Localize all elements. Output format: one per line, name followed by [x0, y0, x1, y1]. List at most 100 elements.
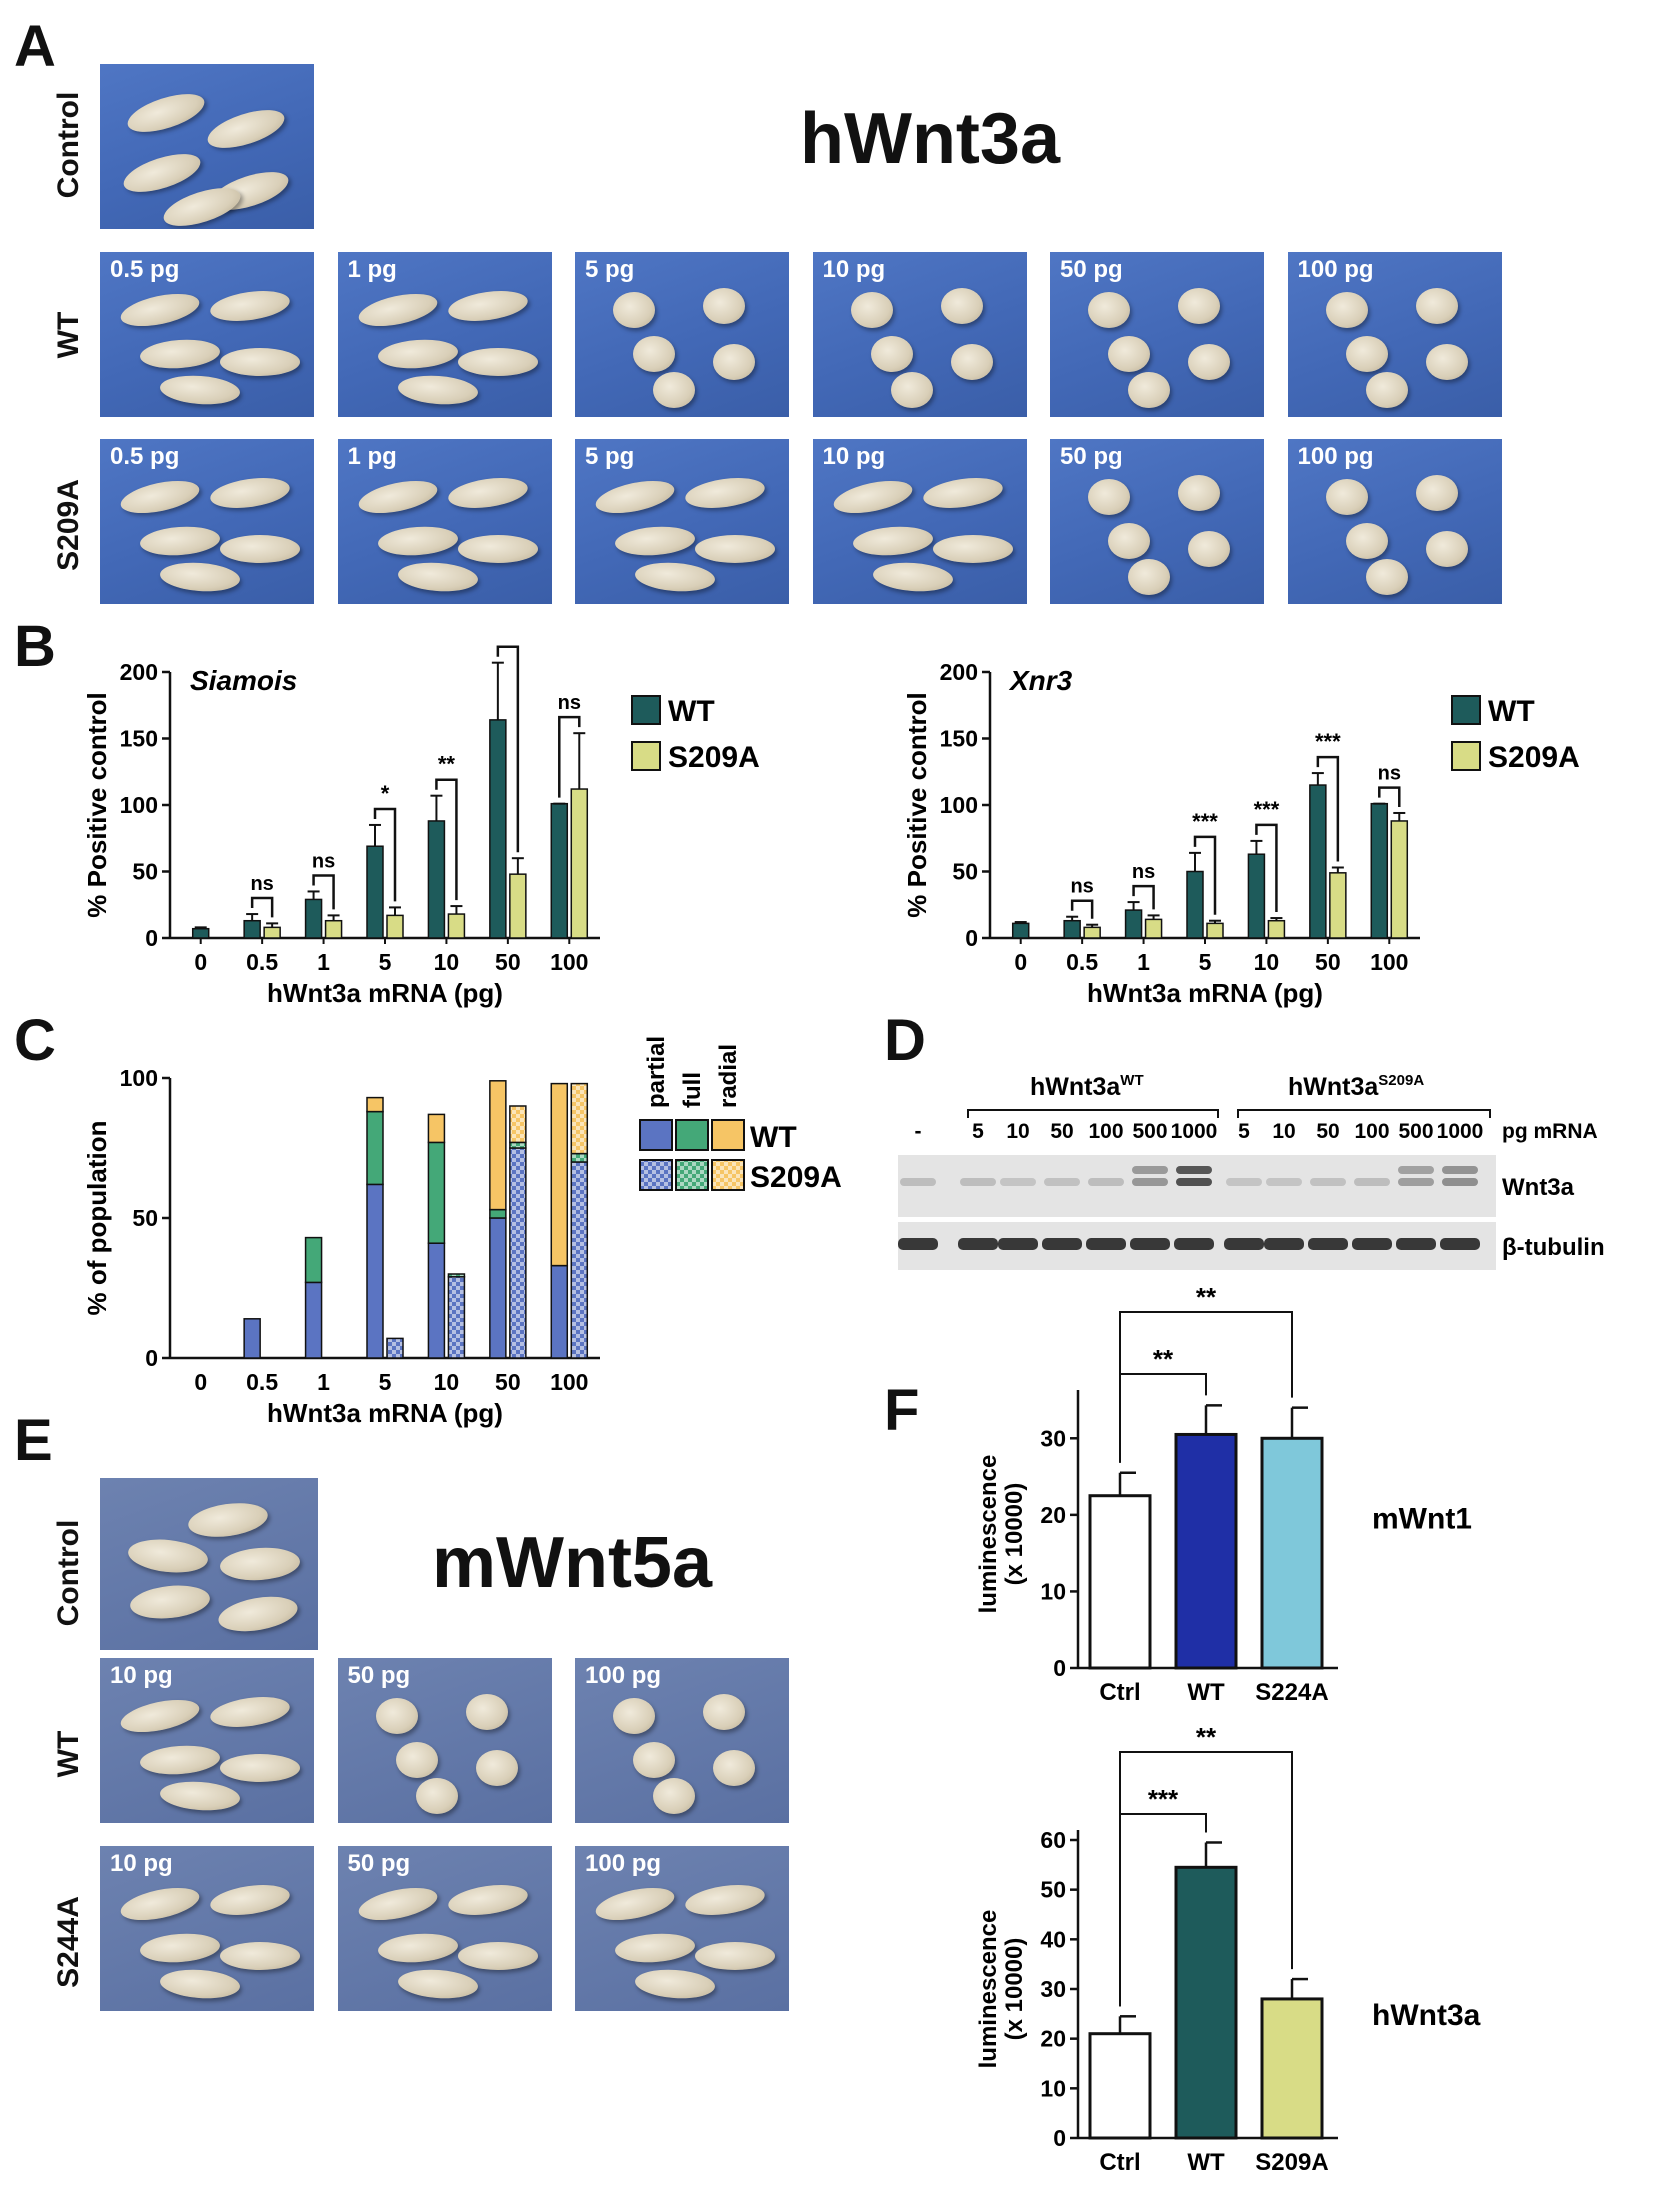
- significance-bracket: [435, 778, 458, 901]
- embryo: [1415, 475, 1458, 511]
- embryo: [376, 524, 459, 558]
- y-tick-label: 20: [1040, 1502, 1066, 1528]
- bar-wt: [1174, 1432, 1238, 1670]
- comparison-bracket: [1119, 1311, 1293, 1463]
- x-tick-label: 50: [495, 1369, 521, 1395]
- dose-label: 5 pg: [585, 256, 635, 283]
- dose-label: 50 pg: [347, 1850, 411, 1877]
- embryo: [683, 1880, 767, 1920]
- x-tick-label: 0: [194, 1369, 207, 1395]
- x-tick-label: Ctrl: [1099, 2149, 1140, 2176]
- embryo: [830, 474, 915, 520]
- comparison-label: **: [1196, 1722, 1217, 1752]
- embryo: [203, 102, 289, 156]
- embryo: [139, 337, 221, 371]
- embryo: [218, 1545, 302, 1583]
- embryo: [220, 1754, 300, 1782]
- embryo: [159, 373, 241, 407]
- blot-group2-bracket: [1237, 1109, 1491, 1118]
- legend-swatch: [631, 741, 661, 771]
- embryo: [457, 535, 538, 563]
- significance-bracket: [1070, 899, 1094, 919]
- significance-bracket: [1132, 884, 1155, 910]
- embryo: [123, 86, 209, 140]
- y-tick-label: 150: [940, 726, 978, 752]
- panel_e-photo: 100 pg: [575, 1658, 789, 1823]
- panel-a-control-label: Control: [52, 91, 85, 199]
- stacked-segment: [366, 1110, 384, 1186]
- embryo: [1178, 475, 1220, 511]
- y-axis-label: % Positive control: [902, 692, 932, 917]
- embryo: [1365, 372, 1408, 408]
- legend-row-label: S209A: [750, 1161, 842, 1194]
- comparison-label: **: [1153, 1344, 1174, 1374]
- stacked-segment: [489, 1217, 507, 1359]
- y-tick-label: 50: [132, 1205, 158, 1231]
- stacked-segment: [550, 1264, 569, 1359]
- stacked-segment: [570, 1161, 589, 1359]
- wnt3a-band-upper: [1398, 1166, 1434, 1174]
- embryo: [128, 1581, 212, 1623]
- stacked-segment: [427, 1113, 446, 1144]
- embryo: [208, 1880, 292, 1920]
- y-tick-label: 0: [1053, 2125, 1066, 2151]
- panel-a-s209a-label: S209A: [52, 479, 85, 571]
- embryo: [396, 373, 479, 407]
- panel_e-photo: 50 pg: [337, 1846, 552, 2011]
- western-blot-panel: hWnt3aWT hWnt3aS209A -5 10 50 100 500 1000 5 10…: [898, 1072, 1605, 1270]
- wnt3a-band-upper: [1442, 1166, 1478, 1174]
- y-tick-label: 0: [1053, 1655, 1066, 1681]
- panel_a-photo: 0.5 pg: [100, 252, 314, 417]
- panel-label-a: A: [14, 14, 56, 79]
- embryo: [159, 560, 241, 594]
- blot-band2-label: β-tubulin: [1502, 1234, 1605, 1261]
- y-tick-label: 0: [145, 925, 158, 951]
- dose-label: 100 pg: [585, 1850, 662, 1877]
- embryo: [1178, 288, 1220, 324]
- x-tick-label: 1: [317, 1369, 330, 1395]
- tubulin-band: [1130, 1238, 1170, 1250]
- tubulin-bands: [898, 1238, 1480, 1250]
- tubulin-band: [898, 1238, 938, 1250]
- y-tick-label: 100: [120, 792, 158, 818]
- embryo: [445, 473, 530, 513]
- dose-label: 50 pg: [1060, 443, 1123, 470]
- embryo: [1108, 336, 1150, 372]
- y-tick-label: 0: [145, 1345, 158, 1371]
- legend-swatch: [675, 1159, 709, 1191]
- wnt3a-band: [1000, 1178, 1036, 1186]
- legend-swatch: [639, 1119, 673, 1151]
- embryo: [1325, 292, 1368, 328]
- embryo: [592, 1881, 678, 1927]
- y-tick-label: 60: [1040, 1827, 1066, 1853]
- embryo: [220, 535, 300, 563]
- lane-label: 500: [1132, 1120, 1167, 1143]
- bar-s209a: [447, 913, 466, 939]
- panel-e-s244a-label: S244A: [52, 1896, 85, 1988]
- bar-wt: [366, 845, 384, 939]
- bar-wt: [1370, 802, 1389, 939]
- bar-s209a: [386, 914, 404, 939]
- x-tick-label: 5: [1199, 949, 1212, 975]
- stacked-segment: [489, 1080, 507, 1211]
- y-tick-label: 100: [940, 792, 978, 818]
- y-tick-label: 10: [1040, 2075, 1066, 2101]
- embryo: [117, 474, 203, 520]
- embryo: [634, 560, 716, 594]
- panel-e-control-photo: [100, 1478, 318, 1650]
- y-axis-label: % of population: [82, 1121, 112, 1316]
- chart-title: Siamois: [190, 665, 297, 696]
- wnt3a-band: [1442, 1178, 1478, 1186]
- embryo: [850, 292, 893, 328]
- wnt3a-band: [960, 1178, 996, 1186]
- y-tick-label: 50: [132, 859, 158, 885]
- x-tick-label: 5: [379, 1369, 392, 1395]
- wnt3a-band: [1226, 1178, 1262, 1186]
- significance-label: ***: [495, 640, 521, 644]
- wnt3a-band: [1088, 1178, 1124, 1186]
- embryo: [126, 1535, 210, 1577]
- bar-s209a: [1206, 922, 1224, 939]
- significance-bracket: [312, 874, 335, 910]
- bar-wt: [191, 927, 210, 939]
- embryo: [633, 1742, 675, 1778]
